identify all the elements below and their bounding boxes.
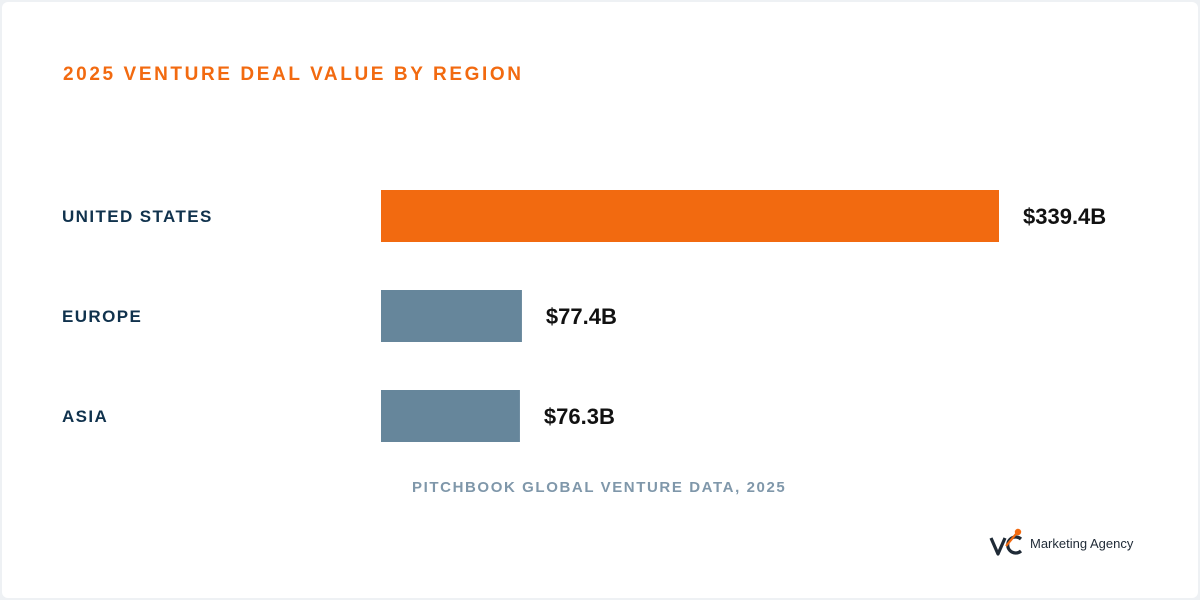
chart-title: 2025 VENTURE DEAL VALUE BY REGION bbox=[63, 64, 524, 85]
source-note: PITCHBOOK GLOBAL VENTURE DATA, 2025 bbox=[412, 479, 787, 496]
bar bbox=[381, 290, 522, 342]
brand-logo: Marketing Agency bbox=[988, 524, 1148, 560]
category-label: ASIA bbox=[62, 407, 108, 426]
category-label: EUROPE bbox=[62, 307, 142, 326]
value-label: $76.3B bbox=[544, 404, 615, 429]
value-label: $339.4B bbox=[1023, 204, 1106, 229]
bar bbox=[381, 190, 999, 242]
value-label: $77.4B bbox=[546, 304, 617, 329]
bar bbox=[381, 390, 520, 442]
category-label: UNITED STATES bbox=[62, 207, 213, 226]
vc-logo-icon bbox=[989, 528, 1023, 556]
brand-name: Marketing Agency bbox=[1030, 536, 1134, 551]
